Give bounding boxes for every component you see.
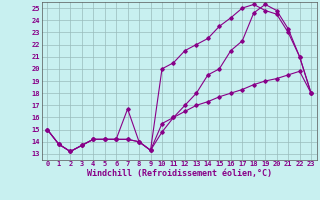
X-axis label: Windchill (Refroidissement éolien,°C): Windchill (Refroidissement éolien,°C) [87,169,272,178]
